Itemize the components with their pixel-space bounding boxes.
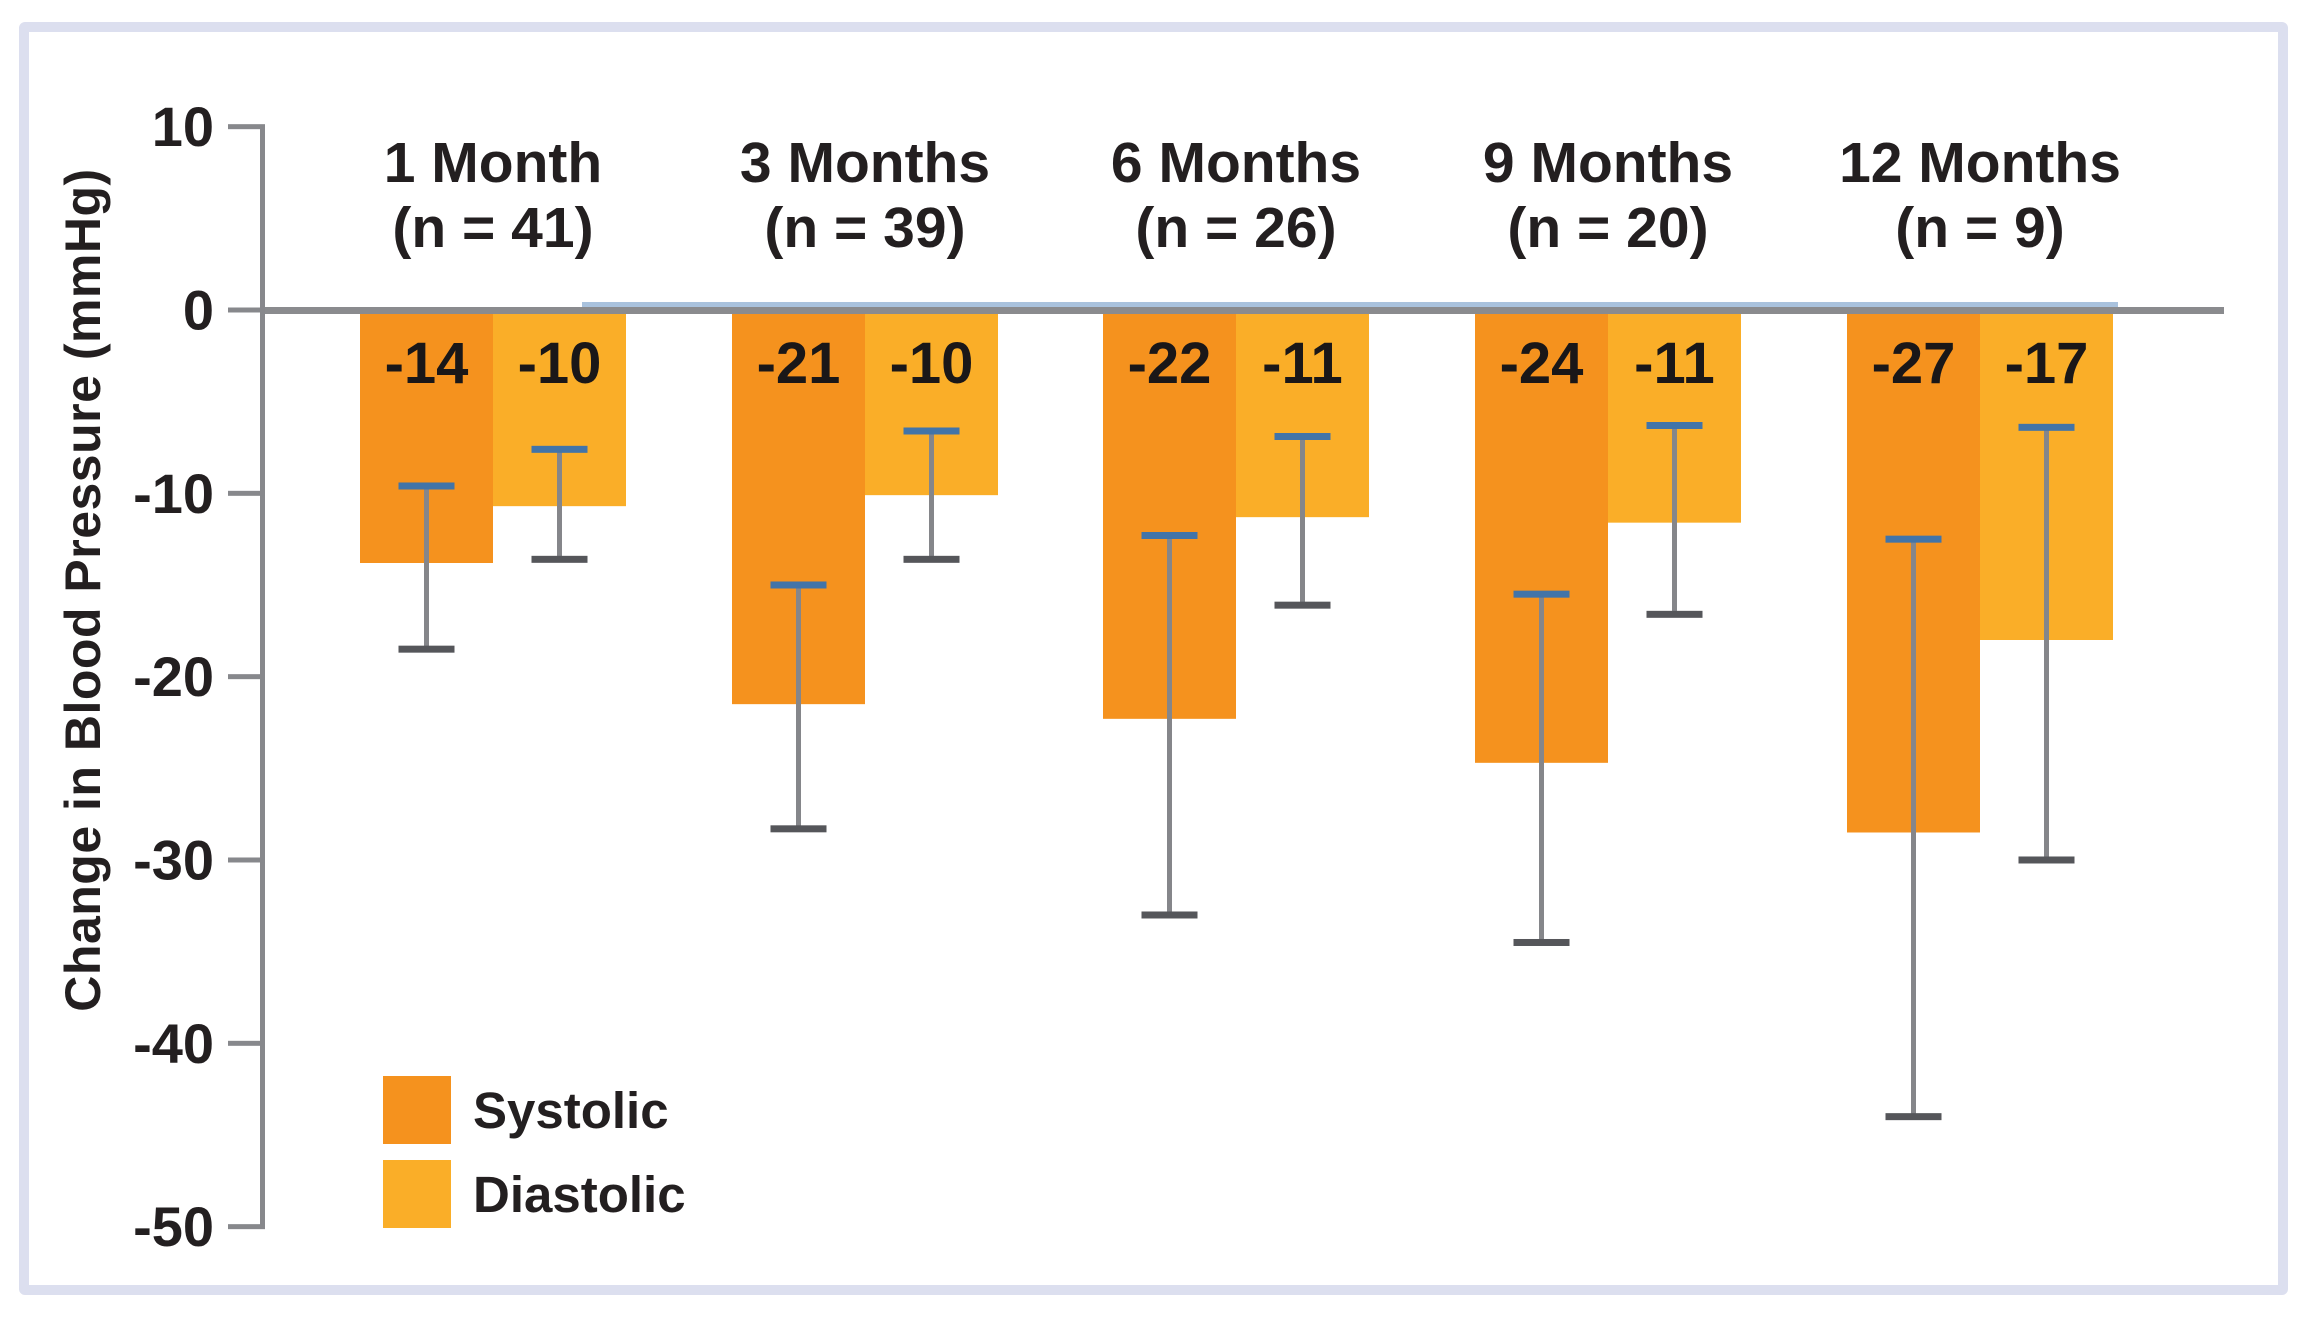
- error-bar-line: [2044, 427, 2049, 860]
- y-tick: [228, 857, 265, 863]
- error-bar-cap-bottom: [903, 555, 960, 563]
- y-tick: [228, 124, 265, 130]
- y-tick: [228, 1224, 265, 1230]
- bar-value-label: -17: [2005, 331, 2089, 396]
- error-bar-line: [796, 584, 801, 829]
- error-bar-cap-bottom: [398, 645, 455, 653]
- bar-value-label: -24: [1500, 331, 1584, 396]
- group-label: 9 Months: [1483, 131, 1733, 195]
- error-bar-line: [1911, 539, 1916, 1117]
- zero-line-accent: [582, 302, 2118, 307]
- error-bar-cap-top: [531, 445, 588, 453]
- error-bar-line: [557, 449, 562, 560]
- error-bar-line: [1167, 535, 1172, 915]
- error-bar-line: [929, 430, 934, 560]
- error-bar-cap-bottom: [531, 555, 588, 563]
- y-tick: [228, 490, 265, 496]
- error-bar-cap-top: [1513, 590, 1570, 598]
- error-bar-cap-top: [1141, 531, 1198, 539]
- error-bar-cap-bottom: [1513, 938, 1570, 946]
- error-bar-cap-top: [1274, 432, 1331, 440]
- error-bar-cap-bottom: [1646, 610, 1703, 618]
- group-sublabel: (n = 41): [392, 196, 593, 260]
- error-bar-cap-bottom: [1885, 1113, 1942, 1121]
- bar-value-label: -10: [518, 331, 602, 396]
- y-tick: [228, 674, 265, 680]
- zero-baseline: [262, 307, 2224, 314]
- error-bar-cap-top: [903, 427, 960, 435]
- bar-value-label: -14: [385, 331, 469, 396]
- error-bar-line: [1300, 436, 1305, 606]
- y-axis-title: Change in Blood Pressure (mmHg): [55, 168, 111, 1012]
- y-tick-label: -40: [133, 1012, 214, 1075]
- error-bar-cap-bottom: [2018, 856, 2075, 864]
- legend-swatch-systolic: [383, 1076, 451, 1144]
- y-tick-label: -30: [133, 828, 214, 891]
- legend-label: Diastolic: [473, 1165, 686, 1223]
- legend: Systolic Diastolic: [383, 1076, 686, 1244]
- y-tick-label: 10: [152, 95, 214, 158]
- error-bar-cap-top: [398, 482, 455, 490]
- bar-value-label: -27: [1872, 331, 1956, 396]
- group-sublabel: (n = 20): [1507, 196, 1708, 260]
- legend-entry-diastolic: Diastolic: [383, 1160, 686, 1228]
- legend-label: Systolic: [473, 1081, 669, 1139]
- error-bar-cap-top: [1885, 535, 1942, 543]
- y-tick: [228, 307, 265, 313]
- bar-value-label: -10: [890, 331, 974, 396]
- y-tick: [228, 1040, 265, 1046]
- group-sublabel: (n = 26): [1135, 196, 1336, 260]
- group-label: 3 Months: [740, 131, 990, 195]
- bar-value-label: -22: [1128, 331, 1212, 396]
- error-bar-cap-top: [2018, 423, 2075, 431]
- error-bar-cap-bottom: [1141, 911, 1198, 919]
- error-bar-cap-top: [1646, 421, 1703, 429]
- legend-swatch-diastolic: [383, 1160, 451, 1228]
- bar-value-label: -11: [1634, 331, 1715, 396]
- bar-value-label: -21: [757, 331, 841, 396]
- error-bar-line: [424, 485, 429, 650]
- legend-entry-systolic: Systolic: [383, 1076, 686, 1144]
- y-tick-label: 0: [183, 279, 214, 342]
- error-bar-cap-bottom: [770, 825, 827, 833]
- error-bar-cap-top: [770, 581, 827, 589]
- error-bar-line: [1672, 425, 1677, 615]
- group-label: 1 Month: [384, 131, 602, 195]
- group-sublabel: (n = 9): [1895, 196, 2064, 260]
- y-tick-label: -20: [133, 645, 214, 708]
- error-bar-cap-bottom: [1274, 601, 1331, 609]
- y-tick-label: -10: [133, 462, 214, 525]
- group-sublabel: (n = 39): [764, 196, 965, 260]
- y-tick-label: -50: [133, 1195, 214, 1258]
- error-bar-line: [1539, 594, 1544, 943]
- group-label: 12 Months: [1839, 131, 2121, 195]
- bar-value-label: -11: [1262, 331, 1343, 396]
- group-label: 6 Months: [1111, 131, 1361, 195]
